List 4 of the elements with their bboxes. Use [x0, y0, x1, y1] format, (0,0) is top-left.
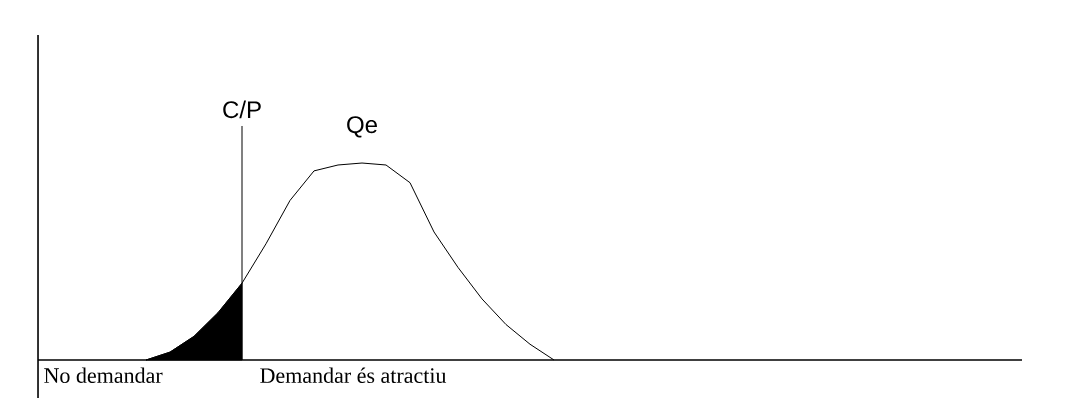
series-label: Qe [347, 116, 377, 138]
text: C/P [223, 100, 261, 119]
text: Demandar és atractiu [260, 367, 447, 384]
text: No demandar [44, 367, 163, 383]
